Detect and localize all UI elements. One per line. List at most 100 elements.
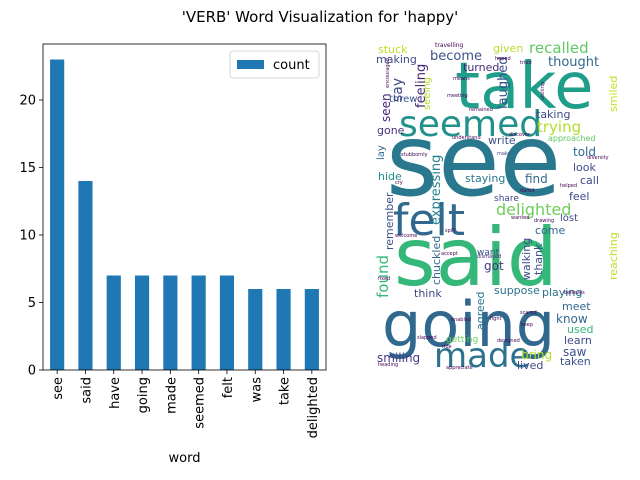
bar-was (248, 289, 263, 370)
cloud-word-dismayed: dismayed (477, 254, 501, 260)
cloud-word-hoped: hoped (495, 56, 511, 62)
bar-take (276, 289, 291, 370)
x-tick-label: was (249, 377, 264, 403)
cloud-word-hide: hide (378, 170, 402, 183)
cloud-word-lived: lived (517, 359, 543, 372)
y-tick-label: 20 (19, 94, 36, 109)
cloud-word-used: used (567, 323, 593, 336)
cloud-word-drawing: drawing (534, 218, 554, 224)
cloud-word-walking: walking (520, 238, 533, 280)
cloud-word-bring: bring (521, 348, 552, 362)
cloud-word-fight: fight (490, 316, 501, 322)
cloud-word-look: look (573, 161, 597, 174)
cloud-word-seeing: seeing (422, 77, 433, 110)
cloud-word-saw: saw (563, 345, 587, 359)
cloud-word-trying: trying (537, 118, 581, 136)
cloud-word-come: come (535, 224, 565, 237)
legend-box (229, 50, 320, 79)
bar-plot-frame (42, 43, 327, 371)
cloud-word-suppose: suppose (494, 284, 540, 297)
cloud-word-appreciate: appreciate (446, 365, 473, 371)
cloud-word-remained: remained (469, 107, 493, 113)
cloud-word-take: take (455, 50, 593, 124)
x-tick-label: felt (221, 377, 236, 398)
cloud-word-think: think (414, 287, 442, 300)
cloud-word-recalled: recalled (529, 39, 589, 57)
cloud-word-means: means (453, 76, 470, 82)
cloud-word-enabled: enabled (451, 317, 471, 323)
cloud-word-lost: lost (560, 213, 578, 224)
cloud-word-made: made (434, 336, 530, 376)
cloud-word-going: going (382, 288, 555, 361)
cloud-word-diversity: diversity (587, 155, 609, 161)
bar-delighted (304, 289, 319, 370)
cloud-word-playing: playing (542, 286, 582, 299)
cloud-word-spill: spill (445, 228, 455, 234)
cloud-word-expressing: expressing (429, 155, 444, 225)
cloud-word-welcome: welcome (395, 233, 417, 239)
legend-label: count (273, 58, 310, 73)
cloud-word-seen: seen (379, 93, 393, 122)
cloud-word-agreed: agreed (474, 291, 487, 330)
bar-seemed (191, 275, 206, 370)
legend: count (229, 50, 320, 79)
cloud-word-encouraged: encouraged (385, 58, 391, 88)
cloud-word-found: found (374, 255, 392, 298)
cloud-word-want: want (477, 248, 500, 258)
cloud-word-heading: heading (378, 362, 398, 368)
cloud-word-ride: ride (442, 344, 452, 350)
bar-felt (219, 275, 235, 370)
cloud-word-chuckled: chuckled (430, 236, 443, 285)
cloud-word-staying: staying (465, 172, 505, 185)
cloud-word-scared: scared (520, 310, 537, 316)
cloud-word-call: call (580, 174, 599, 187)
cloud-word-got: got (484, 259, 504, 273)
cloud-word-turned: turned (463, 61, 499, 74)
y-tick-label: 5 (28, 296, 36, 311)
x-tick-label: made (164, 377, 179, 414)
bar-said (78, 181, 93, 370)
cloud-word-feel: feel (569, 190, 589, 203)
bar-have (106, 275, 121, 370)
cloud-word-thought: thought (548, 55, 599, 70)
cloud-word-cry: cry (395, 180, 403, 186)
cloud-word-approached: approached (548, 134, 595, 143)
cloud-word-smiling: smiling (377, 351, 420, 365)
cloud-word-become: become (430, 49, 482, 64)
cloud-word-lay: lay (376, 145, 387, 160)
cloud-word-said: said (394, 211, 558, 304)
cloud-word-share: share (494, 194, 519, 204)
cloud-word-thank: thank (532, 243, 545, 275)
bar-made (163, 275, 178, 370)
cloud-word-reaching: reaching (607, 232, 620, 280)
cloud-word-learn: learn (564, 334, 592, 347)
cloud-word-helped: helped (560, 183, 577, 189)
legend-swatch (237, 60, 264, 69)
cloud-word-smiled: smiled (607, 76, 620, 112)
cloud-word-write: write (488, 134, 516, 147)
x-tick-label: seemed (193, 377, 208, 429)
x-tick-label: said (79, 377, 94, 404)
cloud-word-tried: tried (520, 60, 532, 66)
x-axis-label: word (169, 451, 201, 466)
cloud-word-remember: remember (383, 192, 396, 250)
cloud-word-designed: designed (497, 338, 520, 344)
x-tick-label: delighted (306, 377, 321, 438)
x-tick-label: going (136, 377, 151, 413)
cloud-word-meet: meet (562, 300, 591, 313)
bar-going (134, 275, 150, 370)
figure-title: 'VERB' Word Visualization for 'happy' (182, 8, 459, 26)
cloud-word-find: find (525, 172, 548, 186)
cloud-word-see: see (386, 102, 561, 219)
cloud-word-meeting: meeting (447, 93, 468, 99)
cloud-word-understand: understand (452, 135, 481, 141)
cloud-word-given: given (493, 42, 523, 55)
cloud-word-say: say (390, 78, 406, 102)
cloud-word-make: make (497, 151, 511, 157)
cloud-word-wanted: wanted (511, 215, 530, 221)
cloud-word-travelling: travelling (435, 42, 464, 49)
cloud-word-discover: discover (509, 132, 531, 138)
x-tick-label: have (108, 377, 123, 409)
